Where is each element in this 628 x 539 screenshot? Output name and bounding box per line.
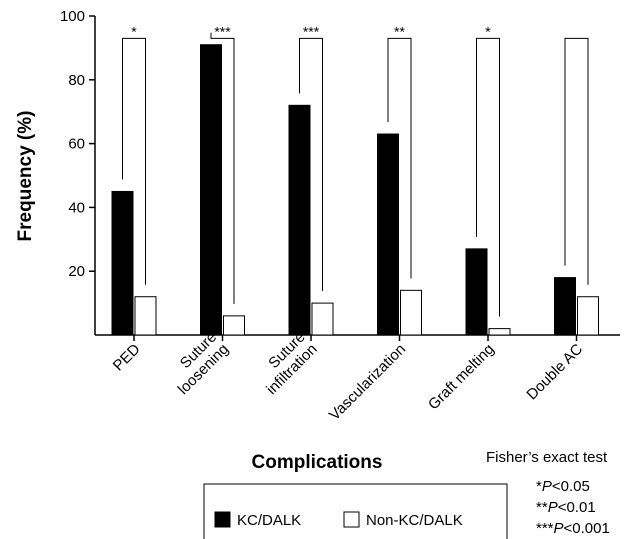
fisher-test-stars: * (536, 478, 542, 495)
bar-non-kc-dalk-suture-loosening (223, 315, 245, 336)
bar-kc-dalk-vascularization (377, 133, 399, 336)
bar-kc-dalk-suture-loosening (200, 44, 222, 336)
y-tick-label: 60 (68, 136, 85, 153)
x-tick-label-line: Vascularization (326, 341, 409, 424)
significance-bracket-suture-infiltration (299, 37, 323, 292)
bar-kc-dalk-double-ac (554, 277, 576, 336)
significance-stars-suture-loosening: *** (214, 23, 231, 39)
legend: KC/DALK Non-KC/DALK (203, 483, 508, 539)
x-axis: PED Sutureloosening Sutureinfiltration Vasc… (95, 329, 620, 424)
x-tick-label-ped: PED (110, 341, 144, 375)
bar-non-kc-dalk-suture-infiltration (311, 302, 334, 336)
bars (111, 44, 599, 336)
y-tick-label: 20 (68, 263, 85, 280)
x-tick-label-text: PED (110, 341, 144, 375)
fisher-test-threshold: <0.05 (552, 478, 590, 495)
significance-bracket-suture-loosening (210, 32, 235, 304)
x-tick-label-text: Vascularization (326, 341, 409, 424)
y-tick-label: 100 (60, 8, 85, 25)
fisher-test-threshold: <0.001 (564, 520, 610, 537)
x-axis-title: Complications (252, 452, 383, 473)
legend-frame (203, 483, 508, 539)
significance-bracket-vascularization (387, 37, 412, 279)
x-tick-label-suture-loosening: Sutureloosening (163, 329, 232, 398)
significance-stars-ped: * (131, 23, 137, 39)
significance-stars-graft-melting: * (485, 23, 491, 39)
bar-kc-dalk-ped (111, 190, 134, 336)
x-tick-label-text: Sutureloosening (163, 329, 232, 398)
legend-swatch-non-kc-dalk (343, 511, 360, 528)
legend-label-kc-dalk: KC/DALK (237, 512, 301, 529)
x-tick-label-line: Graft melting (425, 341, 498, 414)
fisher-test-threshold: <0.01 (558, 499, 596, 516)
significance-stars-suture-infiltration: *** (303, 23, 320, 39)
bar-non-kc-dalk-graft-melting (488, 328, 511, 336)
significance-bracket-ped (122, 37, 146, 285)
bar-non-kc-dalk-vascularization (400, 289, 422, 336)
fisher-test-line: ***P<0.001 (536, 520, 610, 537)
bar-non-kc-dalk-ped (134, 296, 157, 336)
y-axis: 20 40 60 80 100 (60, 8, 96, 335)
legend-label-non-kc-dalk: Non-KC/DALK (366, 512, 463, 529)
fisher-test-stars: ** (536, 499, 548, 516)
bar-kc-dalk-graft-melting (465, 248, 488, 336)
x-tick-label-line: Double AC (523, 341, 586, 404)
fisher-test-p: P (542, 478, 552, 495)
x-tick-label-suture-infiltration: Sutureinfiltration (251, 329, 320, 398)
legend-swatch-kc-dalk (214, 511, 231, 528)
bar-kc-dalk-suture-infiltration (288, 104, 311, 336)
y-tick-label: 40 (68, 199, 85, 216)
x-tick-label-vascularization: Vascularization (326, 341, 409, 424)
x-tick-label-double-ac: Double AC (523, 341, 586, 404)
significance-brackets: * *** *** ** * (122, 23, 589, 317)
fisher-test-p: P (548, 499, 558, 516)
x-tick-label-text: Double AC (523, 341, 586, 404)
significance-bracket-graft-melting (476, 37, 500, 317)
x-tick-label-text: Graft melting (425, 341, 498, 414)
x-tick-label-line: PED (110, 341, 144, 375)
significance-stars-vascularization: ** (394, 23, 405, 39)
fisher-test-p: P (554, 520, 564, 537)
y-tick-label: 80 (68, 72, 85, 89)
fisher-test-stars: *** (536, 520, 554, 537)
fisher-test-line: **P<0.01 (536, 499, 596, 516)
y-axis-title: Frequency (%) (15, 111, 36, 242)
x-tick-label-text: Sutureinfiltration (251, 329, 320, 398)
fisher-test-title: Fisher’s exact test (486, 449, 608, 466)
fisher-test-line: *P<0.05 (536, 478, 590, 495)
significance-bracket-double-ac (564, 37, 589, 285)
fisher-test-note: Fisher’s exact test *P<0.05**P<0.01***P<… (486, 449, 610, 537)
bar-non-kc-dalk-double-ac (577, 296, 599, 336)
x-tick-label-graft-melting: Graft melting (425, 341, 498, 414)
